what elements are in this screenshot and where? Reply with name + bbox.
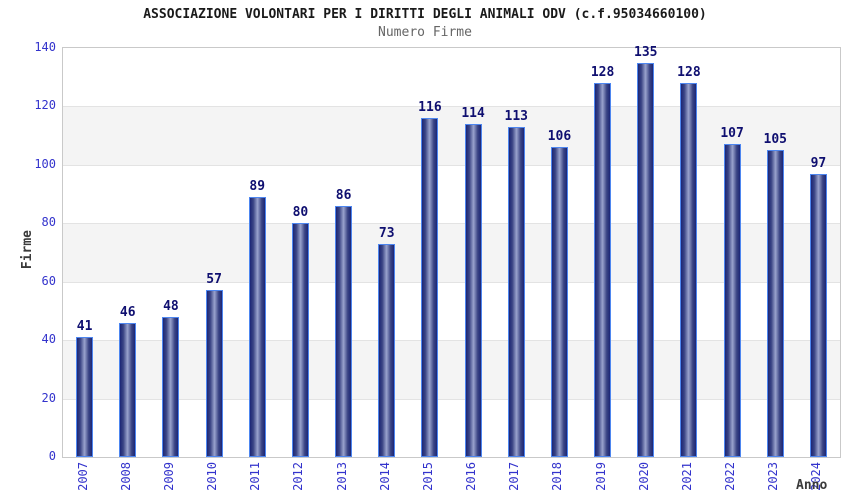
grid-band	[63, 106, 840, 165]
bar-value-label: 106	[547, 129, 572, 145]
bar-2013	[335, 205, 353, 457]
x-tick-label: 2019	[593, 462, 608, 491]
y-tick-label: 140	[34, 40, 56, 54]
x-tick-label: 2012	[291, 462, 306, 491]
gridline	[63, 165, 840, 166]
bar-2015	[421, 118, 439, 457]
gridline	[63, 399, 840, 400]
x-tick-label: 2020	[636, 462, 651, 491]
x-axis-title: Anno	[796, 478, 828, 493]
grid-band	[63, 223, 840, 282]
y-tick-label: 20	[41, 390, 56, 405]
bar-value-label: 46	[119, 304, 136, 320]
x-tick-label: 2022	[723, 462, 738, 491]
bar-2007	[76, 337, 94, 457]
bar-value-label: 57	[206, 272, 222, 288]
bar-value-label: 113	[504, 108, 528, 124]
bar-2011	[248, 196, 266, 457]
grid-band	[63, 340, 840, 399]
chart-subtitle: Numero Firme	[378, 25, 472, 40]
bar-2020	[637, 62, 655, 457]
x-tick-label: 2011	[248, 462, 263, 491]
x-tick-label: 2021	[679, 462, 694, 491]
bar-2018	[550, 147, 568, 457]
bar-value-label: 89	[249, 178, 266, 194]
y-tick-label: 100	[34, 156, 56, 171]
bar-2009	[162, 316, 180, 457]
x-tick-label: 2010	[205, 462, 220, 491]
bar-2010	[205, 290, 223, 457]
gridline	[63, 340, 840, 341]
bar-value-label: 41	[76, 319, 93, 335]
bar-value-label: 80	[292, 205, 309, 221]
bar-value-label: 105	[763, 132, 787, 148]
bar-value-label: 73	[378, 225, 395, 241]
bar-2023	[766, 150, 784, 457]
x-tick-label: 2023	[766, 462, 781, 491]
y-tick-label: 40	[41, 332, 56, 347]
x-tick-label: 2009	[161, 462, 176, 491]
bar-value-label: 128	[590, 65, 615, 81]
bar-2008	[119, 322, 137, 457]
chart-title: ASSOCIAZIONE VOLONTARI PER I DIRITTI DEG…	[143, 7, 707, 22]
x-axis-ticks: 2007 2008 2009 2010 2011 2012 2013 2014 2015 2016…	[62, 462, 839, 500]
bar-value-label: 97	[810, 155, 827, 171]
x-tick-label: 2015	[420, 462, 435, 491]
y-axis-ticks: 0 20 40 60 80 100 120 140	[0, 40, 56, 463]
bar-2012	[291, 223, 309, 457]
bar-value-label: 116	[418, 100, 442, 116]
bar-2014	[378, 243, 396, 457]
bar-2024	[809, 173, 827, 457]
x-tick-label: 2013	[334, 462, 349, 491]
y-tick-label: 80	[41, 215, 56, 230]
x-tick-label: 2008	[118, 462, 133, 491]
bar-2019	[594, 83, 612, 457]
gridline	[63, 282, 840, 283]
bar-2017	[507, 126, 525, 457]
y-tick-label: 120	[34, 98, 56, 113]
plot-area: 41 46 48 57 89 80 86 73 116 114 113 106 128 135 128 107…	[62, 44, 841, 458]
gridline	[63, 106, 840, 107]
x-tick-label: 2016	[464, 462, 479, 491]
bar-value-label: 86	[335, 187, 352, 203]
bar-value-label: 128	[677, 65, 701, 81]
bar-value-label: 107	[720, 126, 744, 142]
x-tick-label: 2007	[75, 462, 90, 491]
bar-2022	[723, 144, 741, 457]
x-tick-label: 2017	[507, 462, 522, 491]
bar-value-label: 114	[461, 105, 485, 121]
bar-2021	[680, 83, 698, 457]
gridline	[63, 223, 840, 224]
bar-2016	[464, 123, 482, 457]
y-tick-label: 0	[48, 449, 56, 463]
y-tick-label: 60	[41, 273, 56, 288]
bar-value-label: 48	[163, 298, 179, 314]
bar-value-label: 135	[634, 44, 658, 60]
x-tick-label: 2014	[377, 462, 392, 491]
x-tick-label: 2018	[550, 462, 565, 491]
